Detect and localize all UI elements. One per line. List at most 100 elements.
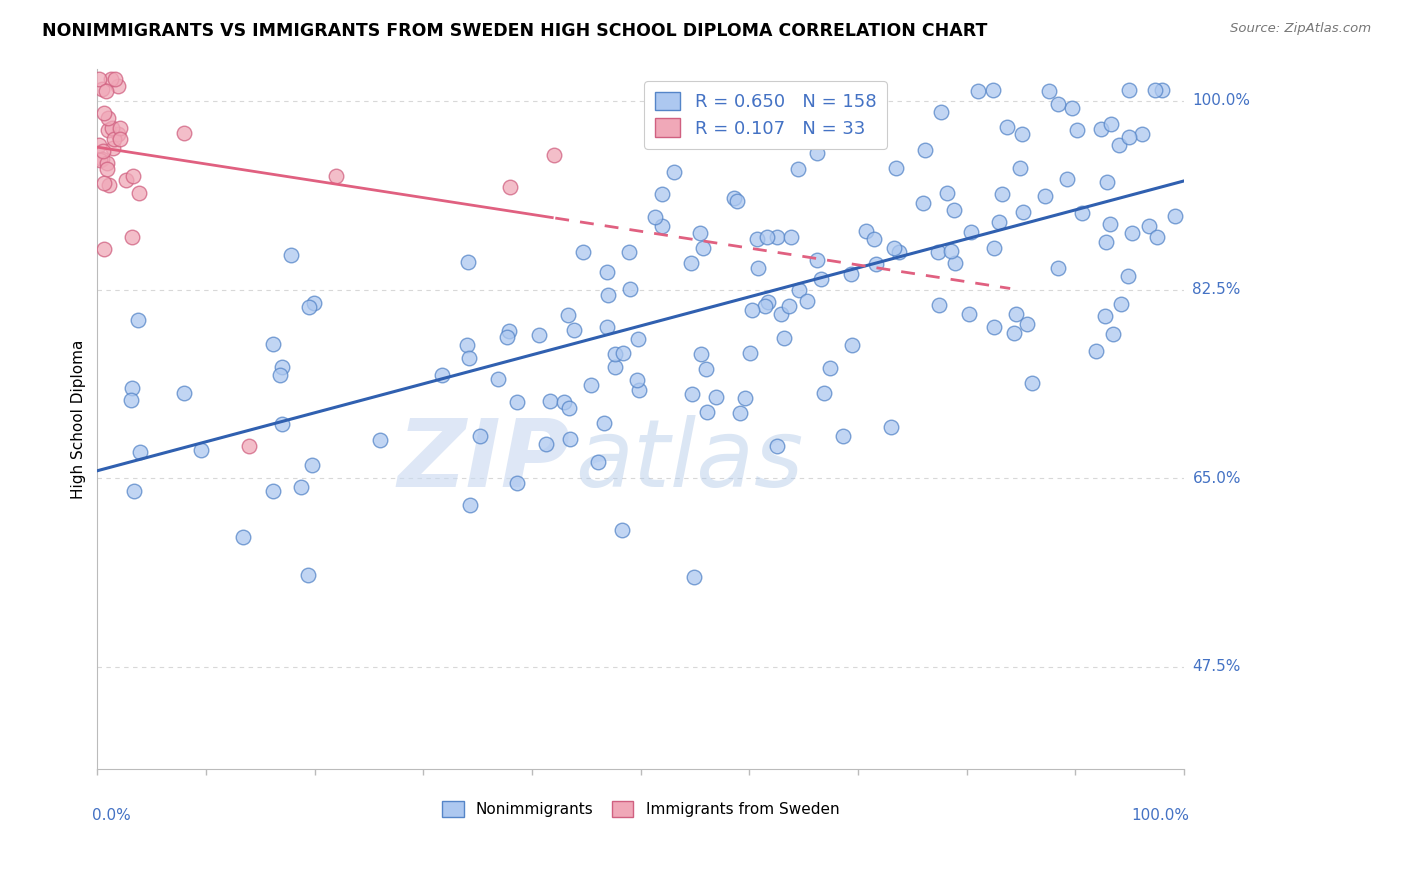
Point: [880, 419, 903, 434]
Point: [605, 359, 627, 374]
Point: [605, 347, 627, 361]
Point: [190, 443, 212, 458]
Point: [104, 72, 127, 87]
Point: [100, 72, 122, 87]
Point: [263, 336, 285, 351]
Point: [558, 401, 581, 415]
Point: [498, 324, 520, 338]
Text: 100.0%: 100.0%: [1192, 94, 1250, 108]
Point: [740, 346, 762, 360]
Point: [269, 368, 291, 382]
Point: [960, 225, 983, 239]
Point: [610, 524, 633, 538]
Point: [756, 230, 779, 244]
Point: [1143, 83, 1166, 97]
Point: [766, 229, 789, 244]
Point: [586, 454, 609, 468]
Point: [769, 306, 792, 320]
Point: [231, 530, 253, 544]
Point: [1118, 129, 1140, 144]
Point: [1011, 128, 1033, 142]
Point: [983, 241, 1005, 255]
Point: [108, 132, 131, 146]
Point: [1095, 235, 1118, 250]
Point: [93, 242, 115, 256]
Point: [107, 128, 129, 142]
Point: [612, 346, 634, 360]
Point: [988, 215, 1011, 229]
Point: [779, 229, 801, 244]
Point: [943, 256, 966, 270]
Point: [89, 153, 111, 168]
Point: [617, 244, 640, 259]
Point: [1066, 123, 1088, 137]
Point: [696, 405, 718, 419]
Point: [129, 445, 152, 459]
Point: [865, 257, 887, 271]
Point: [818, 360, 841, 375]
Point: [741, 302, 763, 317]
Point: [1099, 217, 1122, 231]
Point: [884, 161, 907, 176]
Point: [855, 224, 877, 238]
Text: 65.0%: 65.0%: [1192, 471, 1241, 486]
Point: [1111, 297, 1133, 311]
Point: [499, 180, 522, 194]
Point: [1121, 227, 1143, 241]
Point: [553, 394, 575, 409]
Point: [806, 252, 828, 267]
Point: [127, 312, 149, 326]
Point: [692, 241, 714, 255]
Point: [1094, 309, 1116, 323]
Point: [280, 248, 302, 262]
Point: [1101, 327, 1123, 342]
Point: [96, 156, 118, 170]
Point: [121, 381, 143, 395]
Point: [644, 211, 666, 225]
Point: [271, 417, 294, 431]
Text: ZIP: ZIP: [398, 415, 569, 507]
Point: [505, 476, 527, 491]
Point: [87, 137, 110, 152]
Point: [681, 387, 703, 401]
Point: [290, 480, 312, 494]
Point: [596, 320, 619, 334]
Point: [458, 499, 481, 513]
Point: [1085, 344, 1108, 359]
Point: [942, 202, 965, 217]
Point: [707, 131, 730, 145]
Point: [1060, 101, 1083, 115]
Point: [690, 347, 713, 361]
Point: [1008, 161, 1031, 175]
Point: [651, 187, 673, 202]
Point: [108, 121, 131, 136]
Point: [626, 373, 648, 387]
Point: [991, 187, 1014, 202]
Point: [931, 105, 953, 120]
Point: [538, 393, 561, 408]
Point: [1139, 219, 1161, 233]
Point: [579, 377, 602, 392]
Point: [1116, 268, 1139, 283]
Text: 100.0%: 100.0%: [1132, 808, 1189, 822]
Point: [1130, 127, 1153, 141]
Point: [835, 121, 858, 136]
Point: [97, 123, 120, 137]
Point: [728, 406, 751, 420]
Point: [298, 300, 321, 314]
Legend: Nonimmigrants, Immigrants from Sweden: Nonimmigrants, Immigrants from Sweden: [434, 794, 846, 825]
Point: [506, 394, 529, 409]
Point: [1099, 117, 1122, 131]
Point: [87, 72, 110, 87]
Point: [766, 439, 789, 453]
Point: [936, 186, 959, 201]
Point: [839, 267, 862, 281]
Point: [458, 351, 481, 365]
Point: [101, 141, 124, 155]
Point: [941, 244, 963, 259]
Point: [120, 393, 142, 408]
Point: [96, 84, 118, 98]
Point: [297, 567, 319, 582]
Point: [995, 120, 1018, 135]
Point: [957, 307, 980, 321]
